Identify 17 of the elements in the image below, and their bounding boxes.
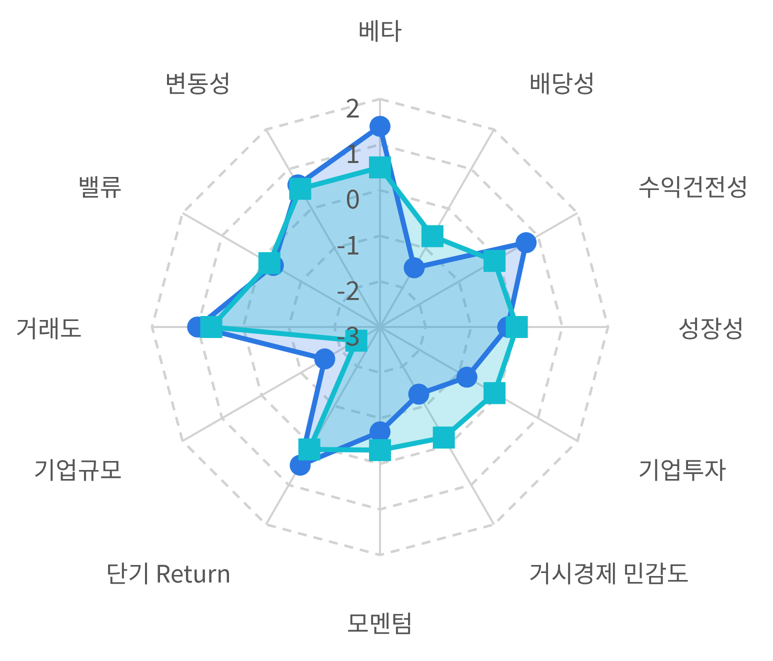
spoke-label: 베타 (358, 12, 402, 47)
y-tick-label: -1 (336, 225, 360, 262)
spoke-label: 성장성 (678, 310, 744, 344)
y-tick-label: -3 (336, 316, 360, 354)
spoke-label: 기업규모 (34, 451, 122, 486)
spoke-label: 배당성 (529, 64, 596, 100)
spoke-label: 거시경제 민감도 (529, 554, 689, 590)
y-tick-label: -2 (336, 270, 360, 308)
spoke-label: 기업투자 (638, 451, 726, 486)
y-tick-label: 0 (346, 180, 360, 217)
spoke-label: 모멘텀 (346, 604, 414, 640)
y-tick-label: 2 (346, 88, 360, 126)
spoke-label: 수익건전성 (638, 168, 748, 203)
spoke-label: 거래도 (16, 310, 82, 344)
spoke-label: 변동성 (164, 64, 231, 100)
spoke-label: 단기 Return (106, 554, 231, 590)
spoke-label: 밸류 (78, 168, 122, 203)
